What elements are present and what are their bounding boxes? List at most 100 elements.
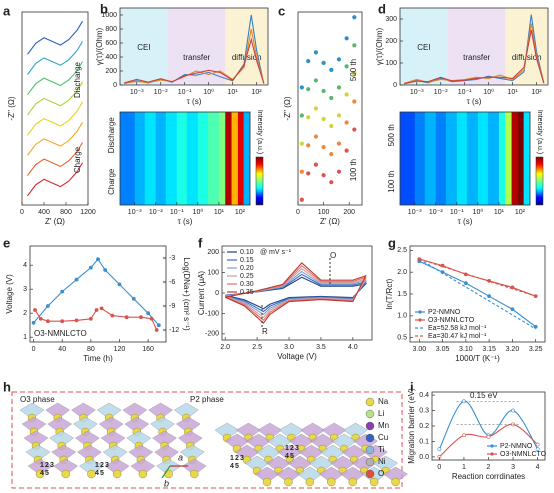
atom [391, 477, 400, 487]
heat-cell [144, 112, 157, 205]
octahedron [75, 430, 100, 448]
marker [352, 71, 357, 76]
x-axis-label: Voltage (V) [277, 352, 317, 361]
series-line [33, 258, 160, 326]
x-tick-label: 800 [60, 209, 72, 216]
plot-frame [399, 7, 549, 86]
marker [38, 316, 43, 321]
marker [535, 447, 540, 452]
y-tick-label: 200 [105, 68, 117, 75]
x-tick-label: 10⁰ [193, 208, 204, 216]
marker [352, 99, 357, 104]
y-label: Discharge [107, 117, 116, 154]
heat-cell [176, 112, 188, 205]
x-tick-label: 3.15 [482, 346, 496, 353]
heat-cell [237, 112, 244, 205]
x-tick-label: 10⁻² [154, 89, 168, 96]
octahedron [373, 455, 398, 473]
x-tick-label: 3.10 [459, 346, 473, 353]
x-tick-label: 1200 [80, 209, 96, 216]
legend-atom [365, 409, 375, 419]
y2-tick-label: -12 [169, 327, 179, 334]
heat-cell [505, 112, 512, 205]
series-line [27, 101, 83, 136]
atom [327, 477, 336, 487]
site-label: 4 [230, 463, 234, 470]
octahedron [124, 416, 150, 434]
marker [329, 123, 334, 129]
series-line [419, 258, 536, 297]
plot-frame [21, 11, 89, 206]
annotation: O3-NMNLCTO [34, 329, 87, 338]
marker [437, 447, 442, 452]
x-tick-label: 10² [532, 89, 543, 96]
legend-label: Li [378, 409, 384, 418]
octahedron [45, 402, 71, 420]
panel-label: g [388, 235, 396, 250]
site-label: 1 [230, 455, 234, 462]
marker [74, 318, 79, 323]
x-axis-label: τ (s) [458, 217, 473, 226]
panel-label: f [198, 235, 203, 250]
heat-cell [517, 112, 524, 205]
x-tick-label: 2 [487, 464, 491, 471]
x-tick-label: 10⁻³ [410, 89, 424, 96]
x-tick-label: 10⁻¹ [450, 209, 464, 216]
marker [149, 316, 154, 321]
marker [306, 115, 311, 120]
marker [321, 116, 326, 122]
marker [154, 328, 159, 332]
y-tick-label: 0.2 [419, 423, 429, 430]
marker [313, 134, 319, 139]
x-tick-label: 4.0 [348, 344, 358, 351]
heat-cell [424, 112, 437, 205]
heat-cell [466, 112, 479, 205]
annotation: Discharge [73, 61, 82, 98]
series-line [419, 258, 536, 330]
atom [112, 469, 122, 479]
x-tick-label: 10⁰ [203, 88, 214, 96]
x-tick-label: 0 [20, 209, 24, 216]
marker [336, 57, 342, 62]
region-label: transfer [183, 53, 210, 62]
axis-label: b [164, 478, 169, 488]
octahedron [154, 444, 179, 462]
site-label: 4 [285, 453, 289, 460]
annotation: R [262, 327, 268, 336]
heat-cell [197, 112, 209, 205]
panel-label: h [3, 379, 11, 394]
marker [313, 162, 319, 167]
heat-cell [225, 112, 232, 205]
marker [463, 281, 468, 285]
legend-label: Ea=30.47 kJ mol⁻¹ [428, 333, 487, 340]
series-line [124, 37, 265, 84]
x-axis-label: Time (h) [83, 354, 113, 363]
marker [487, 294, 492, 299]
marker [336, 141, 342, 146]
heat-cell [414, 112, 426, 205]
atom [305, 477, 315, 487]
marker [139, 315, 143, 320]
panel-label: d [378, 1, 386, 16]
panel-label: c [278, 3, 285, 18]
site-label: 2 [45, 462, 49, 469]
x-tick-label: 10⁰ [473, 208, 484, 216]
atom [164, 469, 173, 479]
site-label: 1 [40, 462, 44, 469]
legend-unit: @ mV s⁻¹ [260, 249, 292, 256]
site-label: 5 [45, 470, 49, 477]
marker [306, 87, 311, 92]
x-tick-label: 3 [511, 464, 515, 471]
heat-cell [511, 112, 519, 205]
octahedron [96, 402, 122, 420]
legend-marker [490, 452, 494, 456]
octahedron [77, 444, 102, 462]
y-tick-label: 1.5 [397, 291, 407, 298]
site-label: 3 [295, 445, 299, 452]
marker [299, 169, 304, 174]
octahedron [98, 416, 124, 434]
legend-label: Cu [378, 433, 388, 442]
y-axis-label: Migration barrier (eV) [407, 388, 416, 464]
marker [103, 268, 108, 272]
x-tick-label: 10¹ [494, 209, 505, 216]
